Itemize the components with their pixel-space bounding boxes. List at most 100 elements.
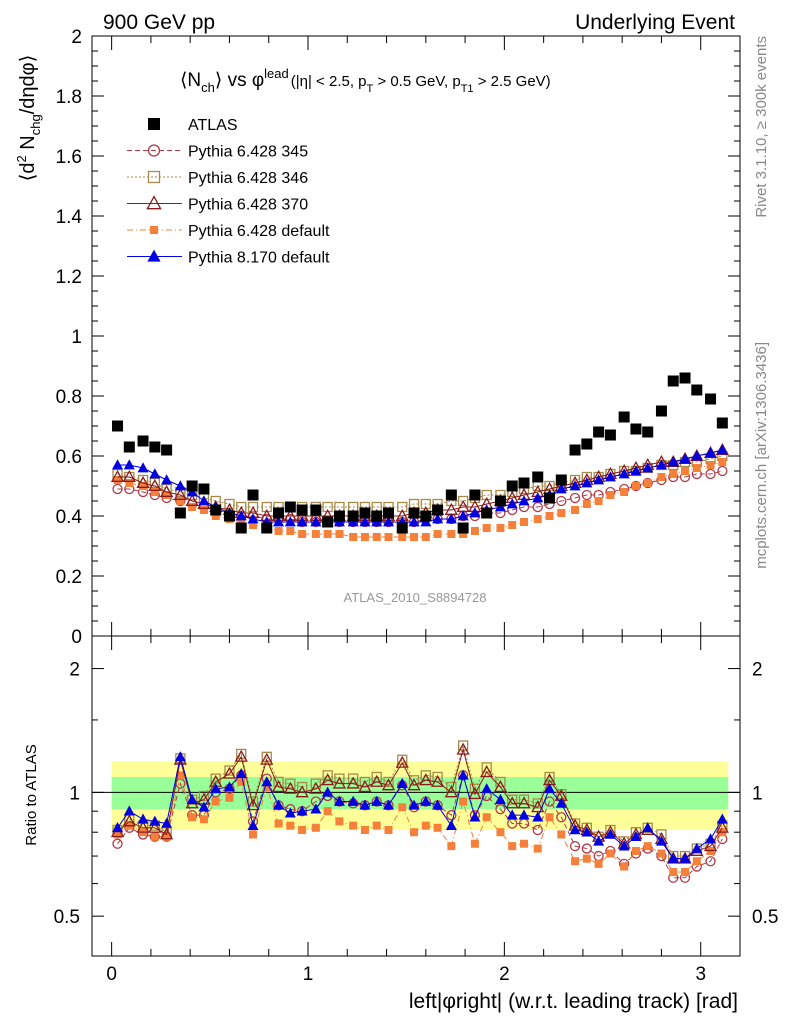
main-point-pythia-8-170-default (161, 474, 173, 485)
ratio-point-pythia-8-170-default (296, 805, 308, 816)
main-point-pythia-6-428-345 (556, 495, 567, 507)
main-point-pythia-8-170-default (569, 480, 581, 491)
ratio-point-pythia-6-428-370 (234, 749, 248, 762)
main-point-atlas (210, 504, 222, 516)
ratio-point-pythia-6-428-370 (468, 787, 482, 800)
main-point-pythia-8-170-default (445, 513, 457, 524)
ratio-point-pythia-8-170-default (642, 822, 654, 833)
ratio-point-pythia-6-428-370 (148, 820, 162, 833)
legend-label-atlas: ATLAS (188, 117, 238, 134)
ratio-point-pythia-6-428-default (162, 832, 171, 841)
main-point-pythia-6-428-default (669, 470, 678, 478)
ratio-point-pythia-6-428-370 (246, 798, 260, 811)
ratio-point-pythia-8-170-default (247, 819, 259, 830)
main-point-pythia-6-428-default (237, 518, 246, 526)
main-point-pythia-8-170-default (593, 474, 605, 485)
main-point-pythia-8-170-default (457, 510, 469, 521)
main-point-pythia-8-170-default (198, 495, 210, 506)
legend-marker-pythia-6-428-370 (146, 195, 162, 210)
ratio-point-pythia-6-428-370 (505, 796, 519, 809)
main-point-pythia-6-428-default (508, 521, 517, 529)
ratio-point-pythia-8-170-default (149, 815, 161, 826)
main-y-tick-label: 1.4 (56, 207, 83, 228)
main-plot-title: ⟨Nch⟩ vs φlead (|η| < 2.5, pT > 0.5 GeV, … (180, 66, 551, 95)
main-point-atlas (691, 384, 703, 396)
ratio-point-pythia-6-428-default (176, 771, 185, 780)
ratio-point-pythia-6-428-default (372, 821, 381, 830)
ratio-point-pythia-6-428-default (335, 817, 344, 826)
legend-label-pythia-6-428-346: Pythia 6.428 346 (188, 170, 308, 187)
main-point-pythia-6-428-default (421, 533, 430, 541)
ratio-point-pythia-6-428-default (557, 830, 566, 839)
main-y-tick-label: 0.2 (56, 567, 82, 588)
ratio-point-pythia-6-428-346 (532, 798, 543, 809)
ratio-point-pythia-6-428-default (384, 825, 393, 834)
ratio-point-pythia-8-170-default (371, 795, 383, 806)
ratio-point-pythia-8-170-default (667, 852, 679, 863)
ratio-y-tick-label: 1 (69, 783, 80, 804)
main-point-pythia-8-170-default (691, 450, 703, 461)
main-point-pythia-6-428-370 (110, 469, 125, 482)
main-point-pythia-8-170-default (137, 462, 149, 473)
main-point-atlas (149, 441, 161, 453)
ratio-point-pythia-6-428-346 (383, 776, 394, 788)
mcplots-label: mcplots.cern.ch [arXiv:1306.3436] (753, 342, 770, 569)
ratio-y-tick-label: 2 (69, 660, 80, 681)
legend-label-pythia-6-428-default: Pythia 6.428 default (188, 223, 330, 240)
main-point-atlas (371, 510, 383, 522)
ratio-point-pythia-8-170-default (457, 769, 469, 780)
main-y-tick-label: 1.8 (56, 87, 82, 108)
ratio-point-pythia-8-170-default (604, 828, 616, 839)
ratio-point-pythia-6-428-default (482, 813, 491, 822)
main-point-atlas (481, 507, 493, 519)
ratio-point-pythia-8-170-default (186, 793, 198, 804)
ratio-point-pythia-6-428-346 (359, 776, 371, 788)
ratio-point-pythia-6-428-346 (198, 790, 210, 802)
main-point-pythia-6-428-default (496, 524, 505, 532)
main-point-pythia-6-428-370 (160, 484, 174, 497)
ratio-point-pythia-8-170-default (112, 822, 124, 833)
main-point-atlas (310, 504, 322, 516)
ratio-point-pythia-6-428-370 (715, 820, 729, 833)
main-point-pythia-6-428-345 (112, 483, 123, 495)
ratio-point-pythia-6-428-default (113, 830, 122, 839)
ratio-point-pythia-8-170-default (383, 799, 395, 810)
main-point-pythia-8-170-default (518, 495, 530, 506)
main-y-tick-label: 0.4 (56, 507, 83, 528)
main-point-pythia-8-170-default (432, 513, 444, 524)
x-tick-label: 2 (499, 964, 510, 985)
ratio-point-pythia-6-428-346 (296, 781, 308, 793)
main-point-pythia-6-428-default (620, 488, 629, 496)
main-point-pythia-6-428-default (657, 473, 666, 481)
main-point-atlas (261, 522, 273, 534)
ratio-point-pythia-6-428-345 (112, 838, 123, 849)
main-point-pythia-8-170-default (296, 516, 308, 527)
main-point-atlas (642, 426, 654, 438)
x-tick-label: 1 (303, 964, 314, 985)
ratio-point-pythia-6-428-default (410, 828, 419, 837)
ratio-point-pythia-6-428-default (657, 849, 666, 858)
ratio-point-pythia-6-428-default (262, 783, 271, 792)
main-point-pythia-6-428-default (150, 488, 159, 496)
legend-entry-pythia-6-428-default: Pythia 6.428 default (127, 223, 330, 240)
ratio-point-pythia-6-428-370 (222, 766, 237, 779)
ratio-point-pythia-6-428-default (643, 842, 652, 851)
ratio-point-pythia-6-428-370 (444, 785, 458, 798)
legend-marker-pythia-8-170-default (147, 249, 161, 262)
main-point-atlas (322, 516, 334, 528)
ratio-panel-data (110, 740, 729, 883)
ratio-point-pythia-6-428-default (508, 842, 517, 851)
ratio-point-pythia-8-170-default (655, 835, 667, 846)
ratio-point-pythia-8-170-default (506, 809, 518, 820)
ratio-point-pythia-6-428-370 (321, 773, 335, 786)
ratio-point-pythia-8-170-default (445, 819, 457, 830)
ratio-point-pythia-6-428-default (188, 813, 197, 822)
ratio-point-pythia-8-170-default (137, 813, 149, 824)
ratio-point-pythia-8-170-default (396, 777, 408, 788)
main-point-pythia-8-170-default (679, 453, 691, 464)
main-point-atlas (247, 489, 259, 501)
ratio-point-pythia-6-428-default (360, 825, 369, 834)
main-point-pythia-6-428-default (470, 527, 479, 535)
legend-label-pythia-6-428-370: Pythia 6.428 370 (188, 197, 308, 214)
legend-entry-pythia-8-170-default: Pythia 8.170 default (127, 250, 330, 267)
